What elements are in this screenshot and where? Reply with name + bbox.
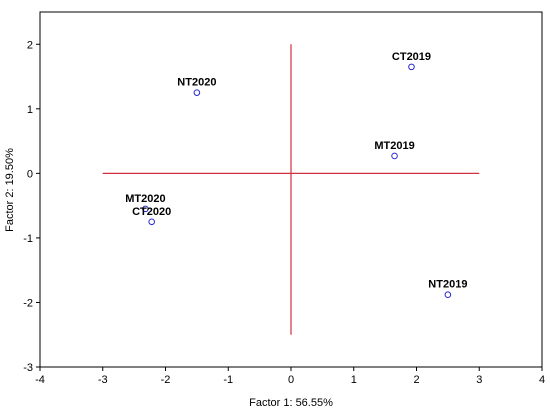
data-point <box>142 205 149 213</box>
data-point-label: NT2020 <box>177 77 216 89</box>
x-tick-label: 3 <box>476 374 482 386</box>
x-tick-label: -3 <box>98 374 108 386</box>
reference-lines <box>102 44 480 335</box>
y-tick-label: -1 <box>23 233 33 245</box>
x-tick-label: 2 <box>413 374 419 386</box>
data-point <box>408 63 415 71</box>
x-tick-label: 0 <box>288 374 294 386</box>
x-axis-title: Factor 1: 56.55% <box>249 397 333 409</box>
data-point-label: NT2019 <box>428 279 467 291</box>
data-point <box>193 89 201 96</box>
data-point <box>148 218 155 226</box>
x-tick-label: 1 <box>351 374 357 386</box>
y-tick-label: 0 <box>27 168 33 180</box>
data-point-label: MT2019 <box>374 140 414 152</box>
x-tick-label: -2 <box>161 374 171 386</box>
x-tick-label: 4 <box>539 374 545 386</box>
data-point <box>444 291 452 299</box>
y-tick-label: -2 <box>23 297 33 309</box>
x-tick-label: -4 <box>35 374 45 386</box>
y-tick-label: 1 <box>27 104 33 116</box>
y-axis-title: Factor 2: 19.50% <box>4 148 16 232</box>
y-tick-label: -3 <box>23 362 33 374</box>
data-point-label: CT2020 <box>132 206 171 218</box>
x-tick-label: -1 <box>223 374 233 386</box>
y-axis-ticks: -3 -2 -1 0 1 2 <box>23 39 40 374</box>
data-point <box>391 152 398 160</box>
data-point-label: MT2020 <box>125 193 165 205</box>
data-point-label: CT2019 <box>392 51 431 63</box>
y-tick-label: 2 <box>27 39 33 51</box>
x-axis-ticks: -4 -3 -2 -1 0 1 2 3 4 <box>35 367 545 386</box>
